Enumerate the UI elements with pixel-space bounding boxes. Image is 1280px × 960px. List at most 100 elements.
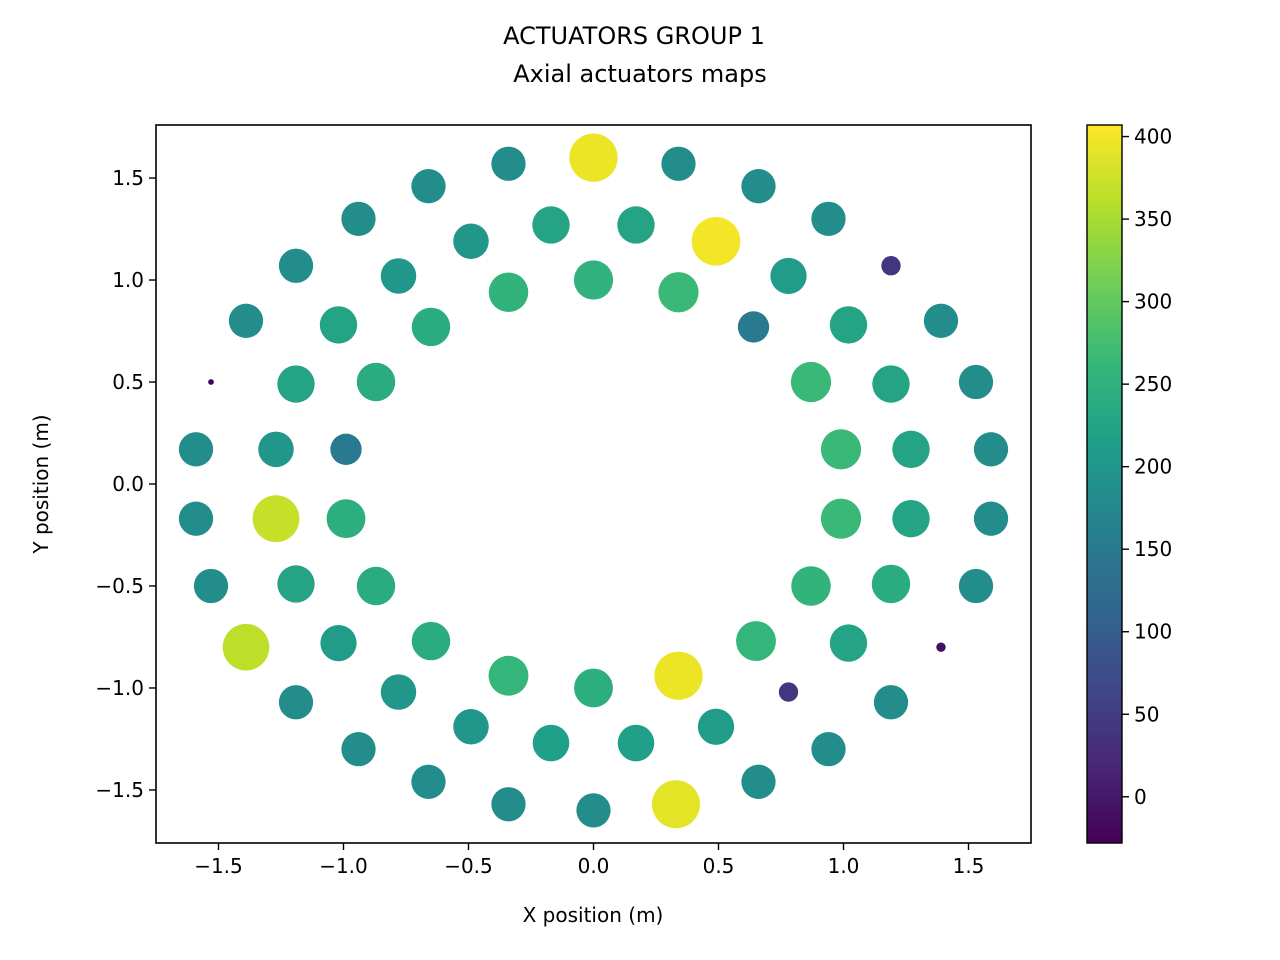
data-point bbox=[811, 201, 846, 236]
data-point bbox=[661, 146, 696, 181]
y-tick-label: 0.0 bbox=[112, 472, 144, 496]
data-point bbox=[411, 169, 446, 204]
data-point bbox=[193, 568, 229, 604]
x-tick-label: 1.5 bbox=[953, 854, 985, 878]
data-point bbox=[654, 651, 703, 700]
colorbar-axis: 0 50 100 150 200 250 300 350 400 bbox=[1122, 125, 1172, 809]
data-point bbox=[651, 780, 701, 829]
y-tick-label: −1.5 bbox=[95, 778, 144, 802]
data-point bbox=[380, 258, 417, 294]
y-tick-label: 1.0 bbox=[112, 268, 144, 292]
y-tick-label: 1.5 bbox=[112, 166, 144, 190]
data-point bbox=[617, 206, 655, 244]
data-point bbox=[258, 431, 294, 468]
data-point bbox=[488, 272, 529, 313]
colorbar-tick-label: 250 bbox=[1134, 372, 1172, 396]
data-point bbox=[923, 303, 959, 338]
data-point bbox=[873, 685, 909, 720]
data-point bbox=[341, 201, 376, 236]
data-point bbox=[736, 621, 776, 662]
plot-frame bbox=[155, 124, 1032, 844]
data-point bbox=[820, 429, 862, 470]
data-point bbox=[341, 732, 376, 767]
data-point bbox=[691, 216, 741, 266]
data-point bbox=[411, 307, 451, 347]
data-point bbox=[569, 133, 618, 182]
data-point bbox=[820, 498, 862, 539]
data-point bbox=[277, 565, 315, 603]
data-point bbox=[380, 674, 417, 710]
data-point bbox=[871, 564, 911, 604]
data-point bbox=[697, 708, 735, 745]
data-point bbox=[770, 257, 807, 295]
data-point bbox=[453, 223, 489, 260]
data-point bbox=[741, 764, 776, 799]
x-tick-label: −1.0 bbox=[319, 854, 368, 878]
x-axis-label: X position (m) bbox=[523, 903, 664, 927]
data-point bbox=[973, 432, 1009, 467]
data-point bbox=[573, 260, 614, 300]
colorbar-tick-label: 150 bbox=[1134, 537, 1172, 561]
data-point bbox=[222, 623, 270, 671]
data-point bbox=[737, 311, 770, 343]
data-point bbox=[658, 272, 699, 313]
data-point bbox=[778, 682, 799, 702]
data-point bbox=[178, 432, 214, 467]
data-point bbox=[278, 248, 314, 283]
x-tick-label: 1.0 bbox=[828, 854, 860, 878]
data-point bbox=[958, 364, 994, 400]
data-point bbox=[411, 621, 451, 661]
colorbar-tick-label: 300 bbox=[1134, 290, 1172, 314]
y-tick-label: 0.5 bbox=[112, 370, 144, 394]
colorbar-tick-label: 100 bbox=[1134, 620, 1172, 644]
data-point bbox=[532, 206, 570, 244]
data-point bbox=[319, 306, 358, 344]
data-point bbox=[872, 365, 910, 403]
data-point bbox=[277, 365, 315, 403]
x-axis: −1.5 −1.0 −0.5 0.0 0.5 1.0 1.5 bbox=[194, 843, 984, 878]
data-point bbox=[973, 501, 1009, 536]
colorbar bbox=[1086, 124, 1123, 844]
data-point bbox=[228, 303, 264, 338]
data-point bbox=[252, 495, 300, 543]
y-axis: −1.5 −1.0 −0.5 0.0 0.5 1.0 1.5 bbox=[95, 166, 156, 802]
data-point bbox=[356, 566, 396, 606]
data-point bbox=[829, 306, 868, 344]
data-point bbox=[326, 499, 366, 539]
data-point bbox=[576, 793, 611, 828]
colorbar-tick-label: 400 bbox=[1134, 125, 1172, 149]
data-point bbox=[574, 668, 613, 708]
data-point bbox=[790, 361, 832, 403]
colorbar-tick-label: 350 bbox=[1134, 207, 1172, 231]
chart-subtitle: Axial actuators maps bbox=[513, 60, 766, 88]
data-point bbox=[958, 568, 994, 604]
data-point bbox=[791, 566, 831, 606]
x-tick-label: 0.0 bbox=[578, 854, 610, 878]
data-point bbox=[488, 655, 529, 696]
data-point bbox=[617, 724, 655, 762]
data-point bbox=[829, 624, 868, 662]
x-tick-label: 0.5 bbox=[703, 854, 735, 878]
data-point bbox=[208, 379, 214, 385]
data-point bbox=[892, 499, 930, 538]
data-point bbox=[356, 362, 396, 402]
data-point bbox=[178, 501, 214, 536]
data-point bbox=[411, 764, 446, 799]
data-point bbox=[741, 169, 776, 204]
colorbar-tick-label: 0 bbox=[1134, 785, 1147, 809]
data-point bbox=[532, 724, 570, 762]
data-point bbox=[330, 433, 362, 465]
y-axis-label: Y position (m) bbox=[29, 414, 53, 554]
colorbar-tick-label: 200 bbox=[1134, 455, 1172, 479]
y-tick-label: −1.0 bbox=[95, 676, 144, 700]
x-tick-label: −0.5 bbox=[444, 854, 493, 878]
data-point bbox=[278, 685, 314, 720]
chart-title: ACTUATORS GROUP 1 bbox=[503, 22, 765, 50]
y-tick-label: −0.5 bbox=[95, 574, 144, 598]
data-point bbox=[892, 430, 930, 469]
colorbar-tick-label: 50 bbox=[1134, 702, 1159, 726]
data-point bbox=[453, 708, 489, 745]
x-tick-label: −1.5 bbox=[194, 854, 243, 878]
data-point bbox=[881, 256, 901, 276]
